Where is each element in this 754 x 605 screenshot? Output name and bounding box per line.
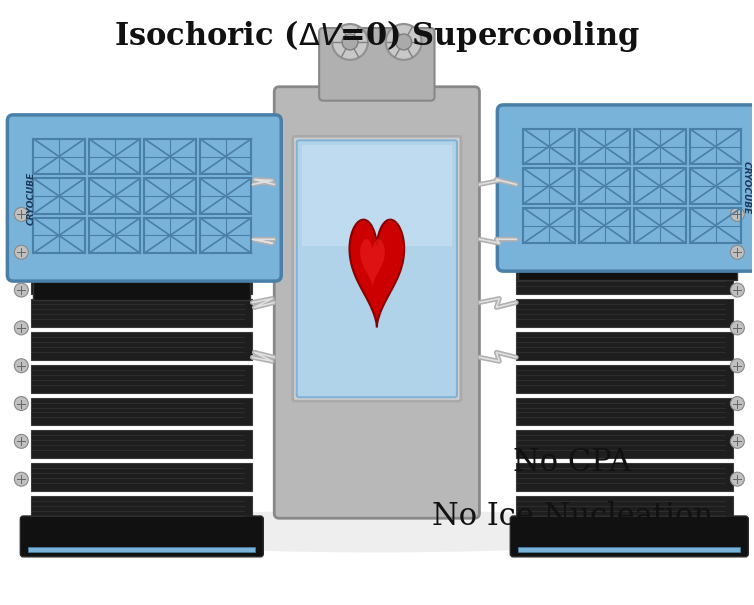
Circle shape	[731, 245, 744, 259]
Bar	[516, 397, 734, 425]
Text: No CPA: No CPA	[513, 446, 631, 477]
Circle shape	[342, 34, 358, 50]
Bar	[33, 270, 250, 300]
Bar	[33, 139, 84, 174]
Bar	[518, 547, 740, 552]
FancyBboxPatch shape	[274, 87, 480, 518]
Bar	[31, 430, 253, 458]
Bar	[302, 145, 452, 246]
Circle shape	[332, 24, 368, 60]
Bar	[579, 129, 630, 165]
Bar	[523, 129, 575, 165]
Circle shape	[731, 396, 744, 411]
FancyBboxPatch shape	[293, 136, 461, 401]
FancyBboxPatch shape	[20, 516, 263, 557]
Circle shape	[14, 208, 29, 221]
FancyBboxPatch shape	[8, 115, 281, 281]
Text: No Ice Nucleation: No Ice Nucleation	[431, 501, 713, 532]
Polygon shape	[350, 220, 404, 327]
Bar	[89, 218, 140, 253]
Bar	[29, 547, 256, 552]
Bar	[516, 234, 734, 261]
Polygon shape	[360, 239, 385, 287]
Bar	[89, 178, 140, 214]
Bar	[634, 208, 686, 243]
Circle shape	[14, 245, 29, 259]
Bar	[634, 129, 686, 165]
Circle shape	[386, 24, 421, 60]
Circle shape	[14, 434, 29, 448]
Circle shape	[396, 34, 412, 50]
Bar	[144, 139, 196, 174]
Bar	[523, 168, 575, 204]
Bar	[518, 250, 737, 280]
Bar	[200, 178, 251, 214]
Bar	[33, 218, 84, 253]
Bar	[516, 299, 734, 327]
Bar	[144, 178, 196, 214]
Circle shape	[14, 321, 29, 335]
Bar	[33, 178, 84, 214]
Bar	[31, 266, 253, 294]
FancyBboxPatch shape	[297, 140, 457, 397]
Bar	[31, 299, 253, 327]
Bar	[690, 129, 741, 165]
Bar	[31, 397, 253, 425]
Circle shape	[14, 283, 29, 297]
Bar	[516, 200, 734, 228]
Circle shape	[731, 283, 744, 297]
Circle shape	[14, 473, 29, 486]
Circle shape	[731, 359, 744, 373]
Bar	[516, 365, 734, 393]
Bar	[690, 208, 741, 243]
Circle shape	[731, 208, 744, 221]
Bar	[89, 139, 140, 174]
Circle shape	[731, 473, 744, 486]
Bar	[690, 168, 741, 204]
Circle shape	[14, 359, 29, 373]
Bar	[200, 218, 251, 253]
Circle shape	[14, 396, 29, 411]
Bar	[144, 218, 196, 253]
Bar	[31, 200, 253, 228]
FancyBboxPatch shape	[498, 105, 754, 271]
Ellipse shape	[69, 510, 685, 552]
Bar	[31, 332, 253, 360]
Bar	[516, 496, 734, 524]
Circle shape	[731, 434, 744, 448]
FancyBboxPatch shape	[510, 516, 748, 557]
Bar	[31, 496, 253, 524]
Bar	[634, 168, 686, 204]
Bar	[516, 463, 734, 491]
Text: Isochoric ($\mathit{\Delta V}$=0) Supercooling: Isochoric ($\mathit{\Delta V}$=0) Superc…	[114, 18, 640, 54]
FancyBboxPatch shape	[319, 28, 434, 100]
Bar	[200, 139, 251, 174]
Bar	[31, 463, 253, 491]
Bar	[31, 234, 253, 261]
Text: CRYOCUBE: CRYOCUBE	[26, 171, 35, 224]
Bar	[579, 168, 630, 204]
Bar	[516, 332, 734, 360]
Bar	[516, 430, 734, 458]
Bar	[523, 208, 575, 243]
Bar	[516, 266, 734, 294]
Circle shape	[731, 321, 744, 335]
Bar	[579, 208, 630, 243]
Bar	[31, 365, 253, 393]
Text: CRYOCUBE: CRYOCUBE	[742, 162, 751, 215]
